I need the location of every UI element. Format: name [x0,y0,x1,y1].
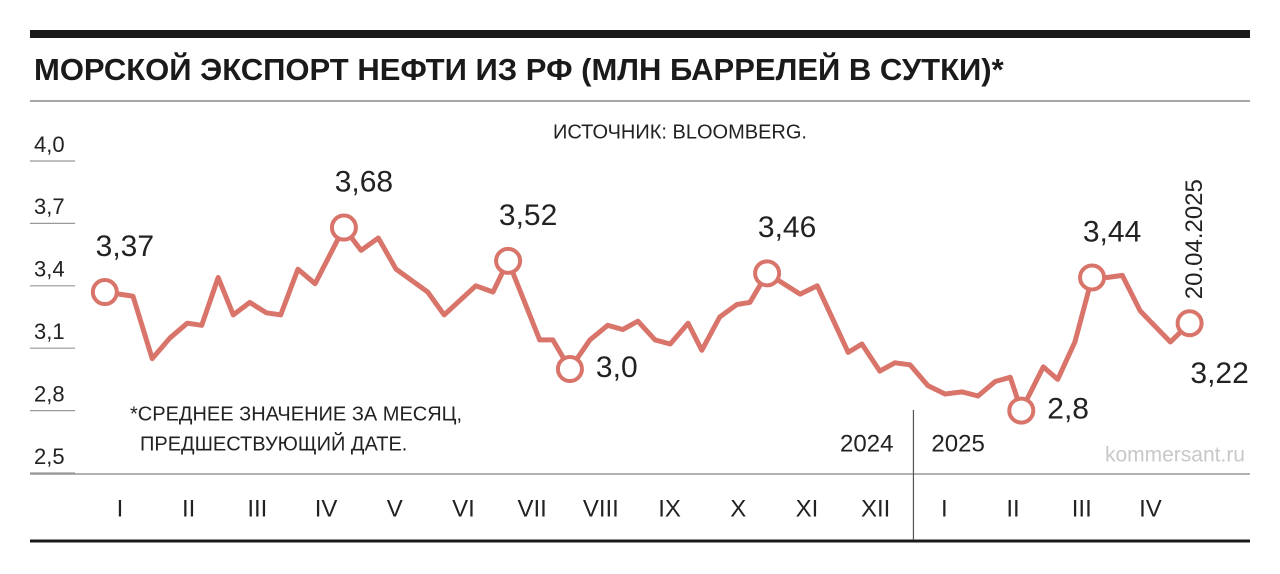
x-tick-label: III [1072,495,1092,522]
data-label: 3,44 [1083,215,1141,248]
marker [329,213,358,242]
data-line [104,225,1192,414]
x-tick-label: II [182,495,195,522]
year-label: 2024 [840,430,893,457]
marker [555,355,584,383]
marker [1007,396,1036,425]
x-tick-label: I [117,495,124,522]
data-label: 3,52 [499,199,557,232]
date-label: 20.04.2025 [1181,179,1208,299]
y-tick-label: 3,1 [34,319,65,344]
x-tick-label: II [1006,495,1019,522]
y-tick-label: 3,4 [34,257,65,282]
x-tick-label: IX [658,495,681,522]
x-tick-label: VIII [583,495,619,522]
x-tick-label: III [247,495,267,522]
x-tick-label: IV [1139,495,1162,522]
chart-title: МОРСКОЙ ЭКСПОРТ НЕФТИ ИЗ РФ (МЛН БАРРЕЛЕ… [34,51,1005,87]
x-tick-label: I [941,495,948,522]
x-tick-label: VII [517,495,546,522]
x-tick-label: X [730,495,746,522]
note: ПРЕДШЕСТВУЮЩИЙ ДАТЕ. [140,431,407,455]
x-tick-label: IV [315,495,338,522]
data-label: 3,0 [596,351,638,384]
marker [494,246,523,275]
x-tick-label: V [387,495,403,522]
x-tick-label: VI [452,495,475,522]
data-label: 3,37 [96,230,154,263]
y-tick-label: 4,0 [34,132,65,157]
data-label: 2,8 [1047,393,1089,426]
marker [1175,309,1204,338]
credit: kommersant.ru [1105,444,1245,467]
marker [90,278,119,307]
data-label: 3,22 [1190,357,1248,390]
top-bar [30,30,1250,38]
year-label: 2025 [931,430,984,457]
data-label: 3,68 [335,165,393,198]
y-tick-label: 3,7 [34,194,65,219]
note: *СРЕДНЕЕ ЗНАЧЕНИЕ ЗА МЕСЯЦ, [130,403,462,425]
x-tick-label: XI [796,495,819,522]
data-label: 3,46 [758,211,816,244]
marker [753,259,782,288]
y-tick-label: 2,8 [34,381,65,406]
y-tick-label: 2,5 [34,444,65,469]
source: ИСТОЧНИК: BLOOMBERG. [553,121,807,143]
x-tick-label: XII [861,495,890,522]
marker [1078,263,1107,292]
